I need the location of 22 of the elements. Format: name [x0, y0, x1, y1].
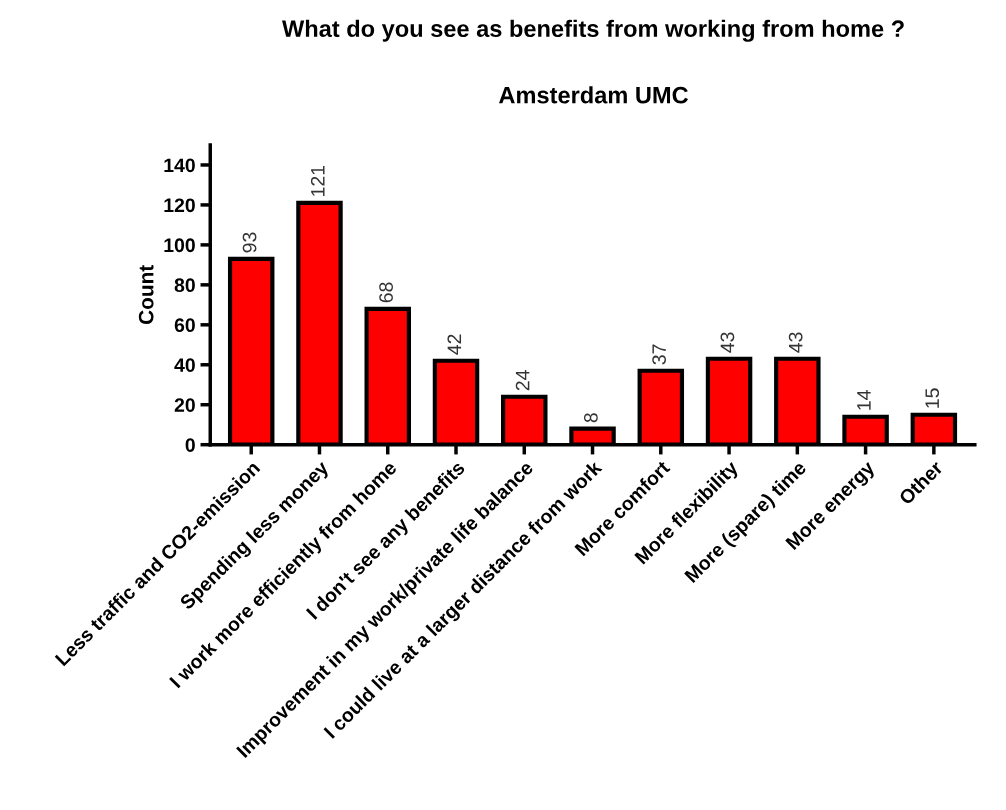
chart-title: What do you see as benefits from working from home ? — [282, 19, 904, 42]
y-tick-label: 120 — [164, 198, 195, 213]
y-tick-label: 80 — [174, 278, 195, 293]
chart-subtitle: Amsterdam UMC — [499, 86, 689, 104]
y-tick-label: 100 — [164, 238, 195, 253]
data-label: 121 — [310, 165, 325, 196]
data-label: 37 — [652, 344, 667, 365]
data-label: 24 — [515, 370, 530, 391]
data-label: 15 — [925, 388, 940, 408]
y-tick-label: 60 — [174, 318, 195, 333]
y-tick-label: 140 — [164, 158, 195, 173]
y-axis-title: Count — [138, 265, 154, 325]
data-label: 93 — [242, 232, 257, 253]
y-tick-label: 20 — [174, 398, 195, 412]
data-label: 42 — [447, 334, 462, 355]
y-tick-label: 0 — [185, 438, 195, 452]
y-tick-label: 40 — [174, 358, 195, 373]
data-label: 43 — [788, 332, 803, 353]
data-label: 68 — [379, 282, 393, 303]
data-label: 43 — [720, 332, 735, 353]
data-label: 14 — [857, 390, 871, 410]
data-label: 8 — [583, 413, 598, 423]
